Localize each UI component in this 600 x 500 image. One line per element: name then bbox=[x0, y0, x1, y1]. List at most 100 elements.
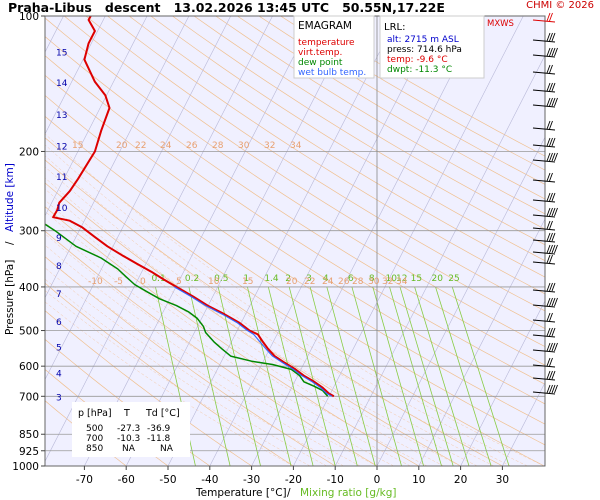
pressure-tick-label: 300 bbox=[19, 226, 39, 238]
altitude-tick-label: 11 bbox=[56, 173, 67, 183]
sounding-datetime: 13.02.2026 13:45 UTC bbox=[173, 0, 330, 15]
sounding-mode: descent bbox=[104, 0, 161, 15]
isotherm-line bbox=[334, 54, 545, 466]
altitude-tick-label: 4 bbox=[56, 370, 62, 380]
isotherm-line bbox=[460, 300, 545, 466]
wind-barb-flag bbox=[549, 97, 553, 107]
wind-barb-flag bbox=[546, 47, 551, 57]
isotherm-line bbox=[45, 16, 231, 381]
wind-barb bbox=[532, 377, 556, 381]
dry-adiabat-line bbox=[45, 55, 545, 385]
wind-barb-flag bbox=[549, 297, 553, 307]
wind-barb-flag bbox=[549, 370, 553, 380]
sounding-coords: 50.55N,17.22E bbox=[342, 0, 445, 15]
isotherm-line bbox=[45, 16, 273, 462]
dry-adiabat-label: 32 bbox=[382, 277, 393, 287]
isotherm-line bbox=[45, 16, 148, 217]
lrl-temp: temp: -9.6 °C bbox=[387, 55, 448, 65]
legend-item: dew point bbox=[298, 58, 343, 68]
dry-adiabat-label: 20 bbox=[116, 141, 128, 151]
dry-adiabat-label: 30 bbox=[238, 141, 250, 151]
isotherm-line bbox=[209, 16, 440, 466]
wind-barb-flag bbox=[546, 342, 551, 352]
dry-adiabat-label: 26 bbox=[338, 277, 350, 287]
wind-barb bbox=[532, 239, 556, 243]
wind-barb-flag bbox=[554, 244, 558, 254]
mixing-ratio-label: 20 bbox=[432, 274, 444, 284]
altitude-tick-label: 7 bbox=[56, 290, 62, 300]
wind-barb-flag bbox=[549, 220, 553, 230]
wind-barb-flag bbox=[546, 220, 551, 230]
wind-barb-flag bbox=[554, 297, 558, 307]
wind-barb-flag bbox=[549, 384, 553, 394]
wind-barb-flag bbox=[549, 282, 553, 292]
lrl-box: LRL: alt: 2715 m ASL press: 714.6 hPa te… bbox=[379, 15, 485, 79]
x-tick-label: -10 bbox=[327, 474, 344, 486]
dry-adiabat-label: 28 bbox=[352, 277, 364, 287]
wind-barb-flag bbox=[546, 82, 551, 92]
wind-barb-flag bbox=[546, 192, 551, 202]
wind-barb bbox=[532, 71, 556, 75]
wind-barb-flag bbox=[546, 152, 551, 162]
wind-barb bbox=[532, 251, 556, 255]
wind-barb-flag bbox=[554, 342, 558, 352]
dry-adiabat-label: 28 bbox=[212, 141, 224, 151]
isotherm-line bbox=[45, 16, 106, 135]
dry-adiabat-label: 26 bbox=[186, 141, 198, 151]
wind-barb-flag bbox=[549, 244, 553, 254]
table-cell: NA bbox=[160, 444, 174, 454]
mixing-ratio-line bbox=[389, 286, 442, 466]
dry-adiabat-label: 0 bbox=[140, 277, 146, 287]
wind-barb-flag bbox=[546, 137, 551, 147]
dry-adiabat-label: 15 bbox=[242, 277, 253, 287]
wind-barb-flag bbox=[551, 47, 556, 57]
dry-adiabat-line bbox=[193, 16, 545, 230]
altitude-tick-label: 5 bbox=[56, 343, 62, 353]
altitude-tick-label: 6 bbox=[56, 318, 62, 328]
wind-barb-flag bbox=[551, 384, 556, 394]
lrl-alt: alt: 2715 m ASL bbox=[387, 35, 459, 45]
wind-barb-flag bbox=[554, 207, 558, 217]
x-tick-label: 20 bbox=[454, 474, 467, 486]
isotherm-line bbox=[45, 16, 190, 299]
table-header: p [hPa] bbox=[78, 408, 112, 419]
x-tick-label: -50 bbox=[159, 474, 176, 486]
wind-barb-flag bbox=[546, 357, 551, 367]
dry-adiabat-line bbox=[45, 36, 545, 366]
table-cell: -11.8 bbox=[147, 434, 171, 444]
mixing-ratio-label: 2 bbox=[285, 274, 291, 284]
wind-barb-flag bbox=[549, 12, 553, 22]
x-axis-title-secondary: Mixing ratio [g/kg] bbox=[300, 487, 396, 499]
lrl-dwpt: dwpt: -11.3 °C bbox=[387, 65, 452, 75]
mixing-ratio-line bbox=[217, 286, 261, 466]
mixing-ratio-label: 4 bbox=[323, 274, 329, 284]
mixing-ratio-label: 10 bbox=[386, 274, 398, 284]
lrl-title: LRL: bbox=[384, 22, 405, 33]
wind-barb-flag bbox=[549, 152, 553, 162]
wind-barb-flag bbox=[546, 12, 551, 22]
pressure-tick-label: 850 bbox=[19, 429, 39, 441]
wind-barb-flag bbox=[546, 370, 551, 380]
wind-max-label: MXWS bbox=[487, 19, 514, 29]
isotherm-line bbox=[125, 16, 357, 466]
x-tick-label: -20 bbox=[285, 474, 302, 486]
x-axis-title: Temperature [°C] bbox=[195, 487, 287, 499]
table-header: T bbox=[123, 408, 130, 419]
wind-barb bbox=[532, 261, 556, 265]
dry-adiabat-label: 22 bbox=[304, 277, 315, 287]
mixing-ratio-line bbox=[451, 286, 510, 466]
wind-barb-flag bbox=[546, 254, 551, 264]
series-line-dew-point bbox=[45, 223, 329, 397]
legend-item: virt.temp. bbox=[298, 48, 342, 58]
wind-barb bbox=[532, 319, 556, 323]
pressure-tick-label: 925 bbox=[19, 446, 39, 458]
dry-adiabat-line bbox=[215, 16, 545, 215]
wind-barb-flag bbox=[546, 232, 551, 242]
isotherm-line bbox=[502, 381, 545, 466]
wind-barb-flag bbox=[549, 32, 553, 42]
dry-adiabat-label: 10 bbox=[208, 277, 220, 287]
x-tick-label: -40 bbox=[201, 474, 218, 486]
wind-barb-flag bbox=[549, 64, 553, 74]
mixing-ratio-line bbox=[435, 286, 492, 466]
table-cell: 850 bbox=[86, 444, 103, 454]
